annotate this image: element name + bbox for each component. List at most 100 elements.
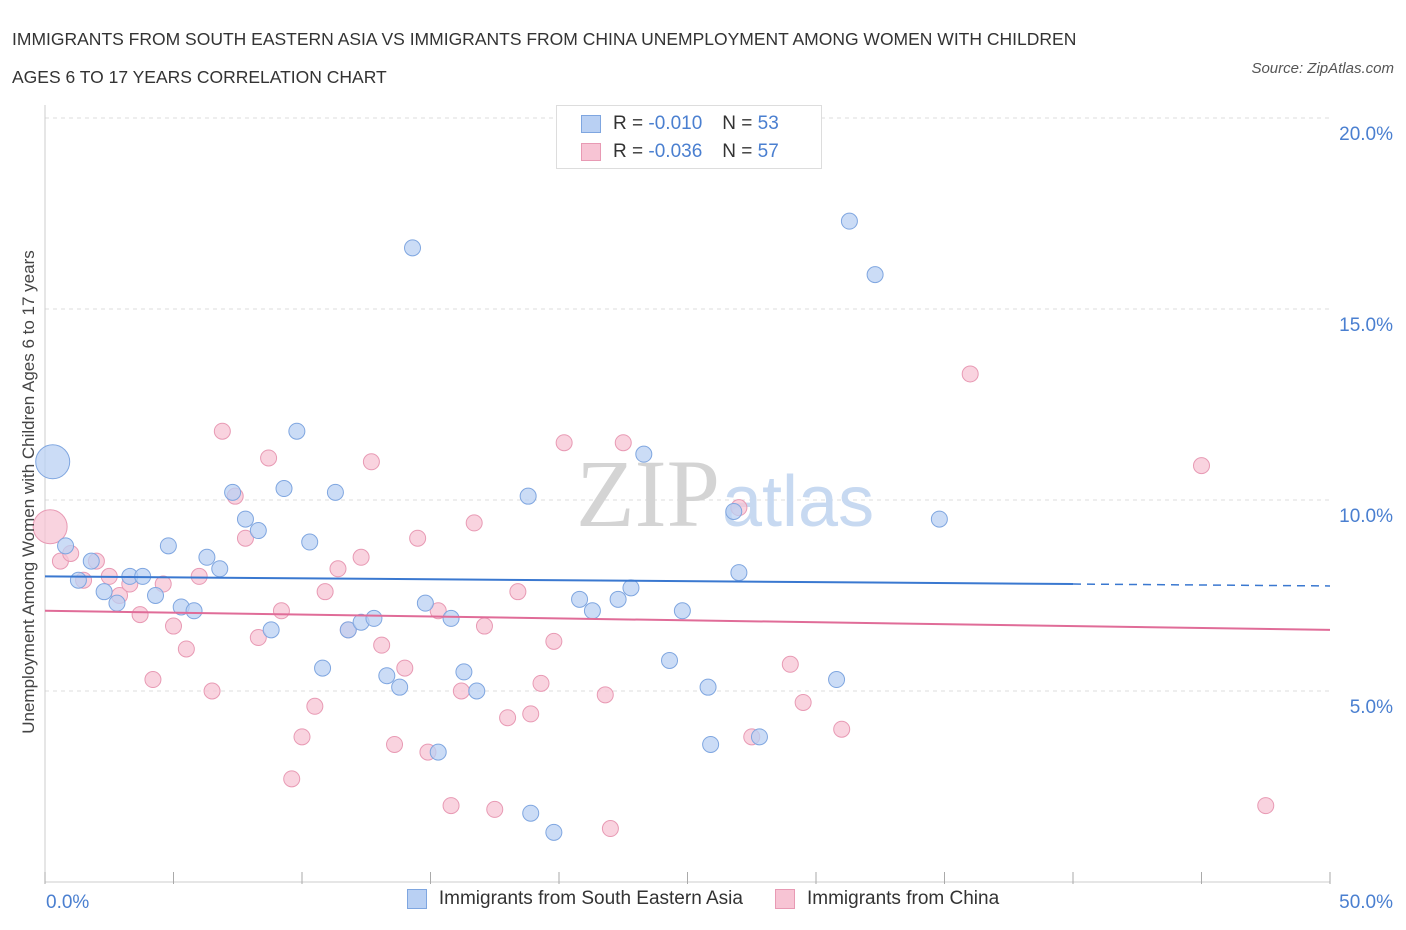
correlation-legend: R = -0.010 N = 53 R = -0.036 N = 57: [556, 105, 822, 169]
data-point-south-eastern-asia: [730, 564, 748, 582]
legend-item-china[interactable]: Immigrants from China: [774, 888, 1000, 910]
n-label: N =: [722, 113, 753, 134]
data-point-south-eastern-asia: [391, 678, 409, 696]
data-point-south-eastern-asia: [314, 659, 332, 677]
data-point-china: [362, 453, 380, 471]
data-point-china: [452, 682, 470, 700]
data-point-south-eastern-asia: [522, 804, 540, 822]
data-point-china: [1257, 797, 1275, 815]
data-point-south-eastern-asia: [35, 444, 71, 480]
tick-labels: 5.0% 10.0% 15.0% 20.0% 0.0% 50.0%: [46, 124, 1393, 913]
data-point-south-eastern-asia: [468, 682, 486, 700]
legend-item-south-eastern-asia[interactable]: Immigrants from South Eastern Asia: [406, 888, 743, 910]
data-point-china: [293, 728, 311, 746]
n-value: 53: [757, 113, 779, 134]
legend-label: Immigrants from China: [806, 888, 1000, 909]
x-tick-label: 50.0%: [1339, 892, 1393, 913]
data-point-china: [465, 514, 483, 532]
watermark-atlas: atlas: [722, 462, 874, 542]
trend-line-south-eastern-asia: [44, 575, 1074, 586]
data-point-south-eastern-asia: [249, 522, 267, 540]
data-point-china: [203, 682, 221, 700]
data-point-south-eastern-asia: [609, 590, 627, 608]
data-point-south-eastern-asia: [661, 651, 679, 669]
y-tick-label: 5.0%: [1350, 697, 1393, 718]
data-point-south-eastern-asia: [275, 480, 293, 498]
data-point-china: [386, 735, 404, 753]
data-point-south-eastern-asia: [635, 445, 653, 463]
data-point-china: [352, 548, 370, 566]
data-point-south-eastern-asia: [95, 583, 113, 601]
y-axis-label: Unemployment Among Women with Children A…: [19, 250, 38, 734]
legend-label: Immigrants from South Eastern Asia: [438, 888, 743, 909]
data-point-south-eastern-asia: [930, 510, 948, 528]
data-point-china: [409, 529, 427, 547]
data-point-china: [499, 709, 517, 727]
data-point-south-eastern-asia: [442, 609, 460, 627]
data-point-china: [373, 636, 391, 654]
n-value: 57: [757, 141, 779, 162]
data-point-south-eastern-asia: [378, 667, 396, 685]
data-point-south-eastern-asia: [519, 487, 537, 505]
data-point-china: [522, 705, 540, 723]
data-point-china: [144, 671, 162, 689]
data-point-china: [213, 422, 231, 440]
data-point-south-eastern-asia: [365, 609, 383, 627]
r-value: -0.010: [648, 113, 703, 134]
axes: [44, 105, 1331, 884]
data-point-china: [486, 800, 504, 818]
data-point-china: [961, 365, 979, 383]
data-point-south-eastern-asia: [339, 621, 357, 639]
data-point-china: [306, 697, 324, 715]
legend-swatch-blue: [581, 115, 601, 133]
data-point-china: [316, 583, 334, 601]
data-point-china: [165, 617, 182, 635]
trend-line-china: [44, 609, 1331, 631]
n-label: N =: [722, 141, 753, 162]
y-tick-label: 15.0%: [1339, 315, 1393, 336]
data-point-china: [429, 602, 447, 620]
data-point-china: [614, 434, 632, 452]
data-point-south-eastern-asia: [583, 602, 601, 620]
data-point-south-eastern-asia: [288, 422, 306, 440]
data-point-south-eastern-asia: [69, 571, 87, 589]
data-point-south-eastern-asia: [429, 743, 447, 761]
data-point-china: [190, 567, 208, 585]
data-point-china: [532, 674, 550, 692]
data-point-china: [283, 770, 301, 788]
data-point-china: [329, 560, 347, 578]
trend-line-extension-south-eastern-asia: [1072, 583, 1331, 587]
trend-lines: [44, 575, 1331, 631]
data-point-china: [781, 655, 799, 673]
data-point-china: [475, 617, 493, 635]
chart-title-line-2: AGES 6 TO 17 YEARS CORRELATION CHART: [12, 67, 387, 87]
r-label: R =: [613, 141, 644, 162]
data-point-south-eastern-asia: [57, 537, 75, 555]
data-point-south-eastern-asia: [416, 594, 434, 612]
data-point-south-eastern-asia: [211, 560, 229, 578]
data-point-south-eastern-asia: [326, 483, 344, 501]
r-label: R =: [613, 113, 644, 134]
series-legend: Immigrants from South Eastern Asia Immig…: [0, 888, 1406, 910]
data-point-south-eastern-asia: [198, 548, 216, 566]
legend-swatch-pink: [774, 889, 795, 909]
chart-title-line-1: IMMIGRANTS FROM SOUTH EASTERN ASIA VS IM…: [12, 29, 1077, 49]
data-point-china: [131, 606, 149, 624]
data-point-south-eastern-asia: [828, 671, 846, 689]
data-point-south-eastern-asia: [224, 483, 242, 501]
data-point-china: [601, 820, 619, 838]
data-point-south-eastern-asia: [108, 594, 126, 612]
data-point-south-eastern-asia: [750, 728, 768, 746]
source-label: Source: ZipAtlas.com: [1251, 60, 1394, 77]
data-point-south-eastern-asia: [840, 212, 858, 230]
data-point-south-eastern-asia: [301, 533, 319, 551]
data-point-south-eastern-asia: [699, 678, 717, 696]
data-point-china: [596, 686, 614, 704]
data-point-south-eastern-asia: [702, 735, 720, 753]
data-point-south-eastern-asia: [159, 537, 177, 555]
data-point-south-eastern-asia: [571, 590, 589, 608]
data-point-china: [794, 693, 812, 711]
data-point-south-eastern-asia: [82, 552, 100, 570]
data-point-china: [177, 640, 195, 658]
data-point-south-eastern-asia: [866, 266, 884, 284]
